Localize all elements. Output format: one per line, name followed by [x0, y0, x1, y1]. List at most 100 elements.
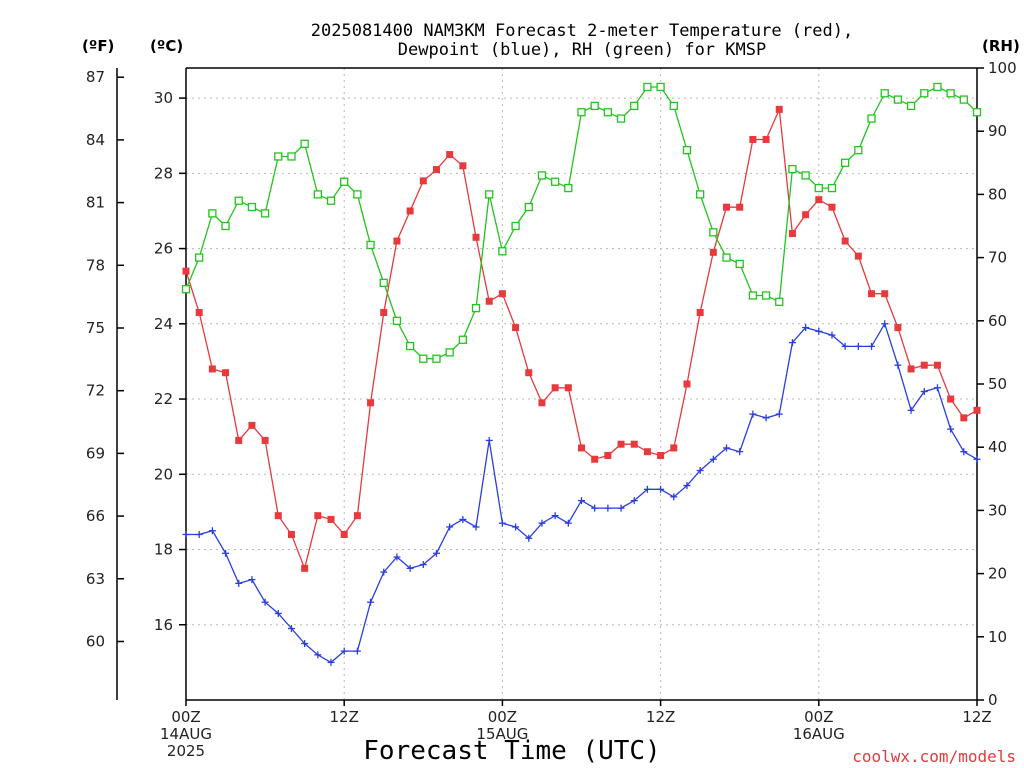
temperature-data-point: [947, 395, 955, 403]
dewpoint-data-point: [261, 598, 269, 606]
temperature-data-point: [301, 564, 309, 572]
rh-data-point: [260, 209, 270, 218]
temperature-data-point: [314, 512, 322, 520]
rh-data-point: [630, 101, 639, 111]
rh-data-point: [854, 146, 863, 155]
temperature-data-point: [446, 151, 454, 159]
dewpoint-data-point: [643, 485, 651, 493]
rh-data-point: [696, 190, 705, 199]
chart-title-line2: Dewpoint (blue), RH (green) for KMSP: [398, 40, 766, 60]
rh-data-point: [353, 190, 362, 199]
rh-data-point: [972, 108, 982, 117]
rh-data-point: [181, 285, 191, 294]
rh-data-point: [498, 247, 507, 256]
dewpoint-data-point: [802, 324, 810, 332]
series-layer: [181, 82, 982, 666]
dewpoint-data-point: [947, 425, 955, 433]
temperature-data-point: [643, 448, 651, 456]
dewpoint-data-point: [894, 361, 902, 369]
rh-data-point: [300, 139, 309, 148]
dewpoint-data-point: [459, 515, 467, 523]
dewpoint-data-point: [235, 579, 243, 587]
rh-data-point: [577, 108, 586, 117]
rh-data-point: [920, 89, 929, 98]
dewpoint-data-point: [512, 523, 520, 531]
temperature-data-point: [327, 515, 335, 523]
rh-series-line: [185, 86, 978, 360]
rh-data-point: [959, 95, 968, 104]
temperature-data-point: [775, 105, 783, 113]
celsius-tick-label: 28: [154, 164, 173, 182]
rh-data-point: [274, 152, 283, 161]
fahrenheit-tick-label: 75: [86, 319, 105, 337]
dewpoint-data-point: [578, 497, 585, 505]
rh-unit-label: (RH): [982, 37, 1020, 55]
rh-data-point: [682, 146, 692, 155]
rh-data-point: [841, 158, 850, 167]
x-tick-label: 16AUG: [793, 725, 845, 743]
dewpoint-data-point: [274, 609, 282, 617]
temperature-data-point: [512, 324, 520, 332]
dewpoint-data-point: [472, 523, 480, 531]
dewpoint-data-point: [775, 410, 783, 418]
fahrenheit-unit-label: (ºF): [82, 37, 114, 55]
temperature-data-point: [709, 248, 717, 256]
fahrenheit-tick-label: 72: [86, 382, 105, 400]
dewpoint-data-point: [222, 549, 230, 557]
rh-data-point: [313, 190, 322, 199]
rh-data-point: [867, 114, 876, 123]
temperature-data-point: [485, 297, 493, 305]
temperature-data-point: [353, 512, 361, 520]
dewpoint-data-point: [736, 448, 744, 456]
rh-data-point: [801, 171, 810, 180]
temperature-data-point: [406, 207, 414, 215]
dewpoint-data-point: [762, 414, 770, 422]
temperature-data-point: [696, 309, 704, 317]
dewpoint-data-point: [617, 504, 625, 512]
temperature-data-point: [498, 290, 506, 298]
dewpoint-data-point: [683, 482, 691, 490]
rh-data-point: [326, 196, 336, 205]
temperature-data-point: [393, 237, 401, 245]
rh-data-point: [485, 190, 494, 199]
rh-data-point: [946, 89, 955, 98]
temperature-data-point: [182, 267, 190, 275]
celsius-tick-label: 20: [154, 465, 173, 483]
dewpoint-data-point: [828, 331, 836, 339]
celsius-tick-label: 30: [154, 89, 173, 107]
temperature-data-point: [419, 177, 427, 185]
celsius-tick-label: 24: [154, 315, 173, 333]
temperature-data-point: [367, 399, 375, 407]
x-tick-label: 00Z: [488, 708, 517, 726]
temperature-data-point: [841, 237, 849, 245]
dewpoint-data-point: [604, 504, 612, 512]
rh-data-point: [933, 82, 942, 92]
temperature-data-point: [538, 399, 546, 407]
rh-tick-label: 40: [988, 438, 1007, 456]
temperature-data-point: [907, 365, 915, 373]
temperature-data-point: [762, 135, 770, 143]
dewpoint-data-point: [630, 497, 638, 505]
dewpoint-data-point: [920, 388, 928, 396]
rh-data-point: [247, 202, 257, 212]
dewpoint-data-point: [960, 448, 968, 456]
rh-data-point: [590, 101, 599, 111]
rh-data-point: [221, 221, 230, 231]
rh-data-point: [392, 316, 402, 325]
temperature-data-point: [670, 444, 678, 452]
dewpoint-data-point: [195, 530, 203, 538]
rh-data-point: [340, 177, 349, 186]
rh-data-point: [445, 348, 454, 357]
dewpoint-data-point: [353, 647, 361, 655]
fahrenheit-tick-label: 84: [86, 131, 105, 149]
rh-data-point: [827, 183, 837, 193]
rh-tick-label: 20: [988, 565, 1007, 583]
temperature-data-point: [788, 230, 796, 238]
dewpoint-data-point: [393, 553, 401, 561]
temperature-data-point: [551, 384, 559, 392]
dewpoint-data-point: [591, 504, 599, 512]
dewpoint-data-point: [380, 568, 388, 576]
rh-tick-label: 60: [988, 312, 1007, 330]
rh-tick-label: 80: [988, 185, 1007, 203]
x-tick-label: 12Z: [646, 708, 675, 726]
